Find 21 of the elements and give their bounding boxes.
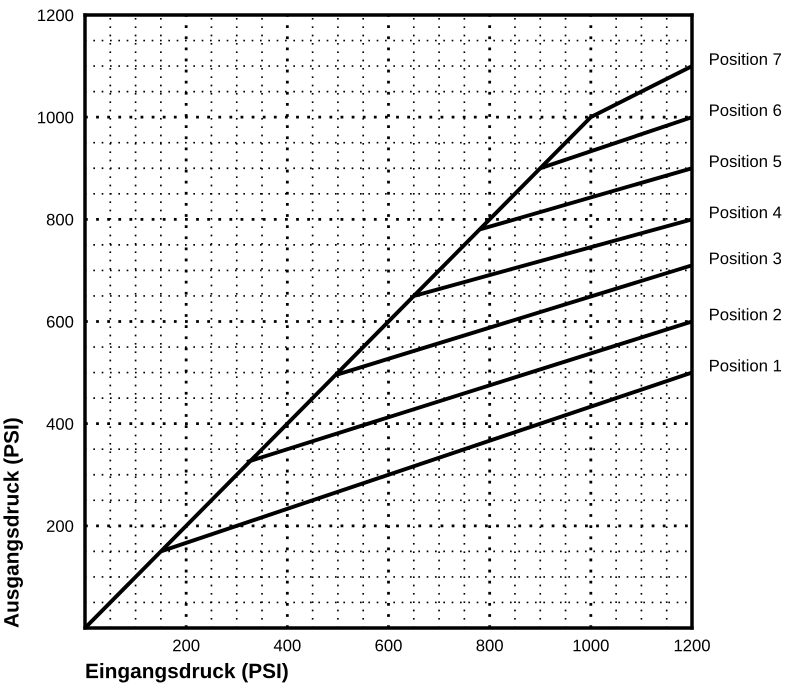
- series-label: Position 1: [710, 359, 782, 372]
- series-label: Position 6: [710, 104, 782, 116]
- y-axis-title: Ausgangsdruck (PSI): [3, 418, 23, 628]
- series-label: Position 5: [710, 154, 782, 168]
- x-tick-label: 1000: [574, 640, 609, 652]
- x-tick-label: 400: [274, 640, 301, 652]
- series-label: Position 2: [710, 308, 782, 320]
- x-tick-label: 200: [173, 640, 200, 652]
- y-tick-label: 200: [46, 520, 74, 532]
- y-tick-label: 800: [46, 214, 74, 226]
- series-label: Position 4: [710, 206, 782, 218]
- y-tick-label: 400: [46, 418, 74, 430]
- y-tick-label: 600: [46, 316, 74, 328]
- series-label: Position 3: [710, 252, 782, 264]
- x-axis-title: Eingangsdruck (PSI): [86, 662, 288, 682]
- series-label: Position 7: [710, 52, 782, 65]
- y-tick-label: 1000: [38, 112, 74, 124]
- x-tick-label: 800: [476, 640, 503, 652]
- y-tick-label: 1200: [38, 9, 74, 22]
- x-tick-label: 600: [375, 640, 402, 652]
- x-tick-label: 1200: [674, 640, 710, 652]
